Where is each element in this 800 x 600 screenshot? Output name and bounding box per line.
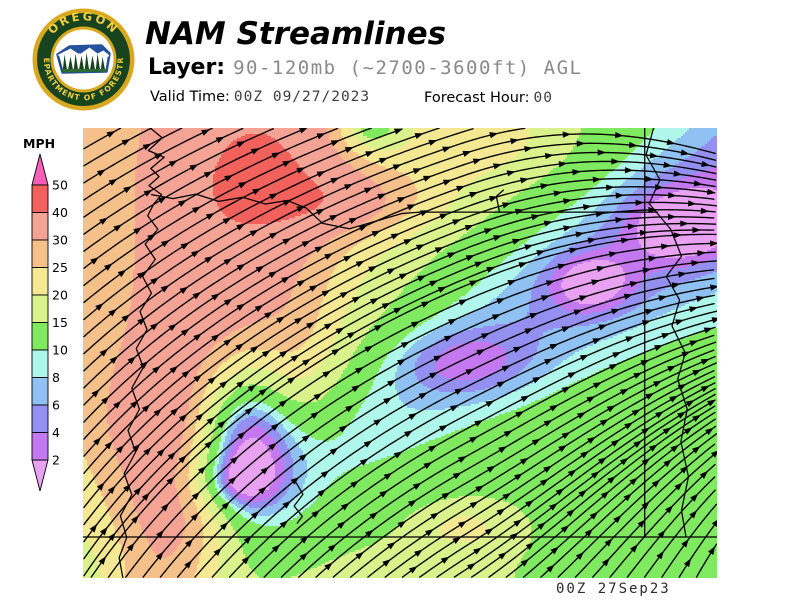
oregon-state-emblem: [56, 44, 111, 74]
legend-tick-label: 10: [52, 343, 68, 358]
forecast-hour-row: Forecast Hour: 00: [424, 90, 553, 106]
legend-tick-label: 6: [52, 398, 60, 413]
legend-tick-label: 2: [52, 453, 60, 468]
legend-band: [31, 212, 49, 241]
emblem-trees: [57, 52, 106, 73]
legend-tick-label: 40: [52, 205, 68, 220]
legend-band: [31, 184, 49, 213]
legend-band: [31, 239, 49, 268]
legend-band: [31, 432, 49, 461]
legend-band: [31, 267, 49, 296]
valid-time-row: Valid Time: 00Z 09/27/2023: [150, 89, 370, 105]
legend-tick-label: 50: [52, 178, 68, 193]
legend-tick-label: 8: [52, 370, 60, 385]
wind-speed-legend: MPH 50 40 30 25 20 15 10 8 6 4 2: [23, 136, 68, 492]
legend-band: [31, 404, 49, 433]
map-timestamp: 00Z 27Sep23: [556, 581, 671, 597]
forecast-hour-label: Forecast Hour:: [424, 90, 530, 106]
legend-band: [31, 322, 49, 351]
legend-band: [31, 294, 49, 323]
emblem-sky: [57, 45, 110, 54]
emblem-ground: [57, 69, 110, 73]
legend-title: MPH: [23, 136, 55, 151]
legend-tick-label: 25: [52, 260, 68, 275]
layer-label: Layer:: [148, 55, 226, 80]
legend-tick-label: 4: [52, 425, 60, 440]
legend-band: [31, 377, 49, 406]
valid-time-value: 00Z 09/27/2023: [233, 89, 371, 105]
layer-value: 90-120mb (~2700-3600ft) AGL: [233, 57, 583, 79]
legend-tick-label: 15: [52, 315, 68, 330]
legend-tick-label: 30: [52, 233, 68, 248]
valid-time-label: Valid Time:: [150, 89, 230, 105]
emblem-mountain: [57, 47, 110, 57]
legend-arrow-top: [31, 153, 49, 186]
forecast-hour-value: 00: [533, 90, 553, 106]
legend-band: [31, 349, 49, 378]
legend-tick-label: 20: [52, 288, 68, 303]
legend-arrow-bottom: [31, 459, 49, 492]
streamline-map-canvas: [83, 128, 717, 578]
oregon-forestry-logo: OREGON DEPARTMENT OF FORESTRY: [32, 8, 135, 111]
page-title: NAM Streamlines: [145, 16, 447, 52]
layer-row: Layer: 90-120mb (~2700-3600ft) AGL: [148, 55, 582, 80]
